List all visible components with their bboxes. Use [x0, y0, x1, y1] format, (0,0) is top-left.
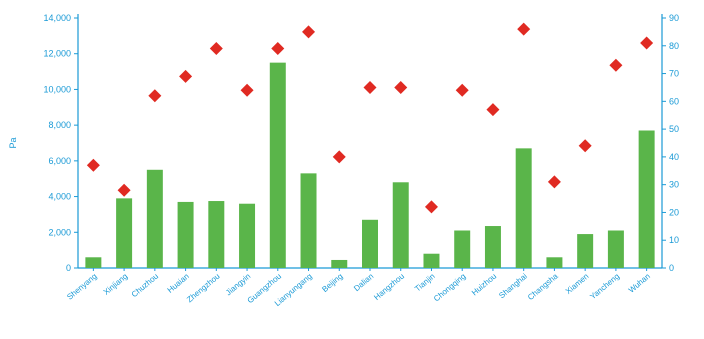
scatter-point	[332, 150, 346, 164]
scatter-point	[455, 83, 469, 97]
bar	[331, 259, 348, 268]
scatter-point	[179, 69, 193, 83]
scatter-point	[517, 22, 531, 36]
bar	[146, 169, 163, 268]
bar	[515, 148, 532, 268]
left-y-tick-label: 10,000	[43, 84, 71, 94]
bar	[177, 201, 194, 268]
right-y-tick-label: 60	[669, 96, 679, 106]
scatter-point	[394, 80, 408, 94]
scatter-point	[578, 139, 592, 153]
bar	[85, 257, 102, 268]
scatter-point	[363, 80, 377, 94]
category-label: Changsha	[526, 271, 560, 302]
category-label: Tianjin	[413, 272, 437, 294]
category-label: Jiangyin	[224, 272, 252, 298]
bar	[269, 62, 286, 269]
left-y-tick-label: 6,000	[48, 156, 71, 166]
scatter-point	[609, 58, 623, 72]
right-y-tick-label: 10	[669, 235, 679, 245]
category-label: Beijing	[320, 272, 344, 294]
category-label: Zhengzhou	[185, 272, 221, 305]
scatter-point	[148, 89, 162, 103]
right-y-tick-label: 40	[669, 152, 679, 162]
left-y-tick-label: 12,000	[43, 49, 71, 59]
category-label: Xiamen	[564, 272, 591, 296]
bar	[454, 230, 471, 268]
category-label: Huaian	[166, 272, 191, 295]
bar	[392, 182, 409, 268]
category-label: Dalian	[352, 272, 375, 293]
category-label: Shenyang	[65, 272, 98, 302]
category-label: Chongqing	[432, 272, 467, 304]
scatter-point	[424, 200, 438, 214]
scatter-point	[86, 158, 100, 172]
left-y-tick-label: 4,000	[48, 192, 71, 202]
scatter-point	[240, 83, 254, 97]
right-y-tick-label: 50	[669, 124, 679, 134]
scatter-point	[640, 36, 654, 50]
scatter-point	[302, 25, 316, 39]
left-y-tick-label: 14,000	[43, 13, 71, 23]
scatter-point	[547, 175, 561, 189]
category-label: Chuzhou	[130, 272, 160, 299]
bar	[546, 257, 563, 268]
bar	[423, 253, 440, 268]
right-y-tick-label: 30	[669, 180, 679, 190]
scatter-point	[209, 42, 223, 56]
category-label: Huizhou	[470, 272, 498, 298]
scatter-point	[271, 42, 285, 56]
bar	[239, 203, 256, 268]
scatter-point	[117, 183, 131, 197]
right-y-tick-label: 90	[669, 13, 679, 23]
right-y-tick-label: 0	[669, 263, 674, 273]
bar	[300, 173, 317, 268]
left-y-tick-label: 0	[66, 263, 71, 273]
bar-series	[85, 62, 655, 269]
left-y-tick-label: 2,000	[48, 227, 71, 237]
category-label: Yancheng	[588, 272, 621, 302]
right-y-tick-label: 20	[669, 207, 679, 217]
bar	[362, 219, 378, 268]
scatter-point	[486, 103, 500, 117]
left-y-tick-label: 8,000	[48, 120, 71, 130]
category-label: Shanghai	[497, 271, 529, 300]
bar	[577, 234, 594, 268]
right-y-tick-label: 70	[669, 69, 679, 79]
bar	[484, 226, 501, 268]
category-label: Xinjiang	[102, 272, 130, 297]
bar	[208, 201, 225, 268]
left-y-axis-title: Pa	[8, 137, 18, 148]
category-label: Hangzhou	[372, 272, 406, 302]
bar	[607, 230, 624, 268]
category-label: Wuhan	[627, 272, 652, 295]
right-y-tick-label: 80	[669, 41, 679, 51]
bar	[638, 130, 655, 268]
scatter-series	[86, 22, 654, 214]
bar	[116, 198, 133, 268]
